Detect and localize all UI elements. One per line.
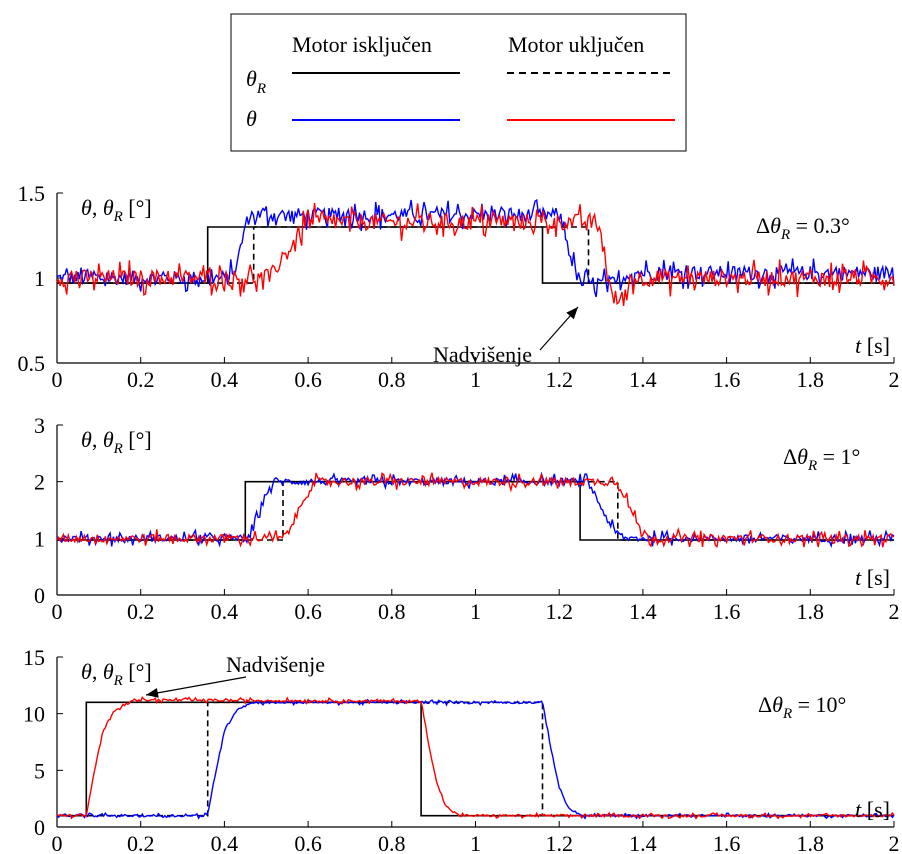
series-reference-motor-on xyxy=(57,701,894,817)
delta-annotation: ΔθR = 10° xyxy=(758,692,846,722)
delta-annotation: ΔθR = 0.3° xyxy=(756,213,850,243)
y-tick-label: 0 xyxy=(34,815,45,840)
overshoot-annotation: Nadvišenje xyxy=(433,342,532,367)
x-tick-label: 0.6 xyxy=(294,367,322,392)
x-tick-label: 2 xyxy=(889,831,900,854)
x-tick-label: 1.6 xyxy=(713,599,741,624)
chart-panel-3: 0 0.2 0.4 0.6 0.8 1 1.2 1.4 1.6 1.8 2 0 5 10 15 θ, θR [… xyxy=(23,645,900,854)
x-tick-label: 1 xyxy=(470,831,481,854)
legend-row-ref-sub: R xyxy=(256,81,266,97)
y-tick-label: 15 xyxy=(23,645,45,670)
x-tick-label: 2 xyxy=(889,599,900,624)
x-tick-label: 1 xyxy=(470,599,481,624)
x-tick-label: 2 xyxy=(889,367,900,392)
x-tick-label: 0.4 xyxy=(211,367,239,392)
x-tick-label: 0.2 xyxy=(127,599,155,624)
series-angle-motor-off xyxy=(56,198,895,298)
x-tick-label: 1.2 xyxy=(545,831,573,854)
y-tick-label: 1.5 xyxy=(18,181,46,206)
x-tick-label: 0.6 xyxy=(294,831,322,854)
x-tick-label: 1.2 xyxy=(545,367,573,392)
x-tick-label: 0 xyxy=(52,599,63,624)
y-tick-label: 2 xyxy=(34,470,45,495)
x-tick-label: 1.4 xyxy=(629,367,657,392)
legend-row-meas-label: θ xyxy=(246,106,257,131)
legend-box xyxy=(230,13,687,152)
x-tick-label: 0.8 xyxy=(378,367,406,392)
x-tick-label: 1.4 xyxy=(629,599,657,624)
x-tick-label: 0.4 xyxy=(211,831,239,854)
x-tick-label: 0.6 xyxy=(294,599,322,624)
series-angle-motor-off xyxy=(56,471,895,549)
overshoot-annotation: Nadvišenje xyxy=(226,652,325,677)
x-tick-label: 0 xyxy=(52,367,63,392)
y-tick-label: 0 xyxy=(34,583,45,608)
x-axis-label: t [s] xyxy=(855,797,890,822)
y-tick-label: 5 xyxy=(34,758,45,783)
x-tick-label: 1.8 xyxy=(797,831,825,854)
chart-panel-2: 0 0.2 0.4 0.6 0.8 1 1.2 1.4 1.6 1.8 2 0 1 2 3 θ, θR [°]… xyxy=(34,413,900,624)
legend-row-ref-label: θR xyxy=(246,66,266,97)
x-tick-label: 1.8 xyxy=(797,367,825,392)
overshoot-arrowhead xyxy=(146,687,159,698)
legend-col-off-label: Motor isključen xyxy=(292,32,432,57)
series-angle-motor-on xyxy=(56,696,895,820)
series-angle-motor-off xyxy=(56,698,895,820)
legend-col-on-label: Motor uključen xyxy=(508,32,644,57)
x-tick-label: 0.8 xyxy=(378,831,406,854)
y-axis-label: θ, θR [°] xyxy=(81,427,152,457)
x-tick-label: 0 xyxy=(52,831,63,854)
x-tick-label: 1 xyxy=(470,367,481,392)
y-tick-label: 1 xyxy=(34,266,45,291)
x-tick-label: 0.8 xyxy=(378,599,406,624)
series-reference-motor-off xyxy=(57,480,894,541)
x-tick-label: 1.4 xyxy=(629,831,657,854)
series-angle-motor-on xyxy=(56,472,895,549)
y-tick-label: 10 xyxy=(23,702,45,727)
x-tick-label: 0.4 xyxy=(211,599,239,624)
x-axis-label: t [s] xyxy=(855,565,890,590)
legend: Motor isključen Motor uključen θR θ xyxy=(230,13,687,152)
overshoot-arrowhead xyxy=(566,307,578,320)
x-tick-label: 0.2 xyxy=(127,367,155,392)
x-tick-label: 1.2 xyxy=(545,599,573,624)
series-reference-motor-off xyxy=(57,701,894,817)
x-tick-label: 1.8 xyxy=(797,599,825,624)
y-tick-label: 3 xyxy=(34,413,45,438)
overshoot-arrow xyxy=(145,676,247,696)
y-tick-label: 0.5 xyxy=(18,351,46,376)
x-tick-label: 1.6 xyxy=(713,367,741,392)
x-tick-label: 1.6 xyxy=(713,831,741,854)
chart-panel-1: 0 0.2 0.4 0.6 0.8 1 1.2 1.4 1.6 1.8 2 0.5 1 1.5 θ, θR … xyxy=(18,181,900,392)
series-reference-motor-on xyxy=(57,226,894,284)
series-reference-motor-on xyxy=(57,480,894,541)
y-tick-label: 1 xyxy=(34,526,45,551)
x-tick-label: 0.2 xyxy=(127,831,155,854)
series-angle-motor-on xyxy=(56,202,895,306)
y-axis-label: θ, θR [°] xyxy=(81,659,152,689)
y-axis-label: θ, θR [°] xyxy=(81,195,152,225)
x-axis-label: t [s] xyxy=(855,333,890,358)
delta-annotation: ΔθR = 1° xyxy=(783,444,860,474)
